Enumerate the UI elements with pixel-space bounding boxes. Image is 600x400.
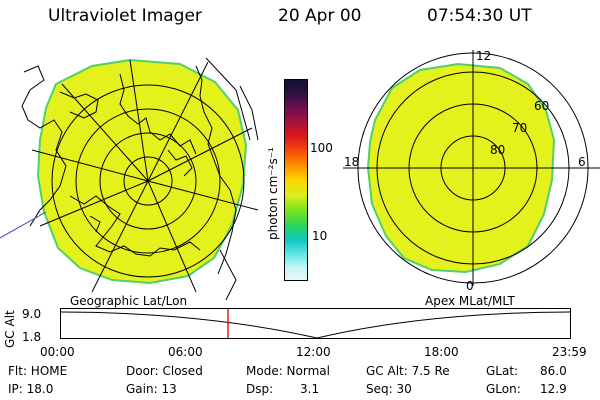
flight-info: Flt: HOME — [8, 364, 68, 378]
timeline-tick-0: 00:00 — [40, 345, 75, 359]
colorbar — [284, 79, 308, 281]
mlat-label-60: 60 — [534, 99, 549, 113]
geographic-image — [0, 57, 259, 300]
door-info: Door: Closed — [126, 364, 203, 378]
dsp-label: Dsp: — [246, 382, 274, 396]
altitude-timeline[interactable] — [60, 308, 572, 340]
mode-info: Mode: Normal — [246, 364, 330, 378]
altitude-curve — [60, 311, 571, 339]
apex-title: Apex MLat/MLT — [425, 294, 515, 308]
mlt-label-12: 12 — [476, 49, 491, 63]
date-label: 20 Apr 00 — [278, 6, 362, 26]
colorbar-tick-100: 100 — [310, 141, 333, 155]
colorbar-unit-label: photon cm⁻²s⁻¹ — [266, 147, 280, 240]
mlat-label-70: 70 — [512, 121, 527, 135]
meridian-lines — [31, 59, 259, 293]
mlat-label-80: 80 — [490, 143, 505, 157]
timeline-tick-3: 18:00 — [424, 345, 459, 359]
mlt-label-18: 18 — [344, 155, 359, 169]
mlt-label-0: 0 — [466, 279, 474, 293]
coastlines — [21, 65, 259, 275]
timeline-axis-label: GC Alt — [3, 310, 17, 348]
gain-info: Gain: 13 — [126, 382, 177, 396]
dsp-value: 3.1 — [300, 382, 320, 396]
mlt-label-6: 6 — [578, 155, 586, 169]
timeline-tick-2: 12:00 — [296, 345, 331, 359]
timeline-tick-4: 23:59 — [552, 345, 587, 359]
colorbar-tick-10: 10 — [312, 229, 328, 243]
ip-info: IP: 18.0 — [8, 382, 54, 396]
seq-info: Seq: 30 — [366, 382, 412, 396]
timeline-tick-1: 06:00 — [168, 345, 203, 359]
glat-label: GLat: — [486, 364, 519, 378]
timeline-y-top: 9.0 — [22, 307, 42, 321]
glat-value: 86.0 — [540, 364, 567, 378]
app-title: Ultraviolet Imager — [48, 6, 202, 26]
apex-polar-plot: 12 18 6 0 60 70 80 — [343, 49, 600, 293]
gc-alt-info: GC Alt: 7.5 Re — [366, 364, 450, 378]
time-label: 07:54:30 UT — [427, 6, 532, 26]
glon-label: GLon: — [486, 382, 521, 396]
timeline-y-bottom: 1.8 — [22, 330, 42, 344]
glon-value: 12.9 — [540, 382, 567, 396]
geographic-title: Geographic Lat/Lon — [70, 294, 188, 308]
